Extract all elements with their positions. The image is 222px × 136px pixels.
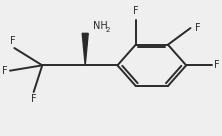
Text: 2: 2 <box>106 27 110 33</box>
Text: F: F <box>133 6 139 16</box>
Text: F: F <box>31 94 36 104</box>
Text: F: F <box>2 66 8 76</box>
Polygon shape <box>82 33 88 65</box>
Text: F: F <box>214 60 220 70</box>
Text: F: F <box>10 36 16 46</box>
Text: NH: NH <box>93 21 107 31</box>
Text: F: F <box>195 23 200 33</box>
